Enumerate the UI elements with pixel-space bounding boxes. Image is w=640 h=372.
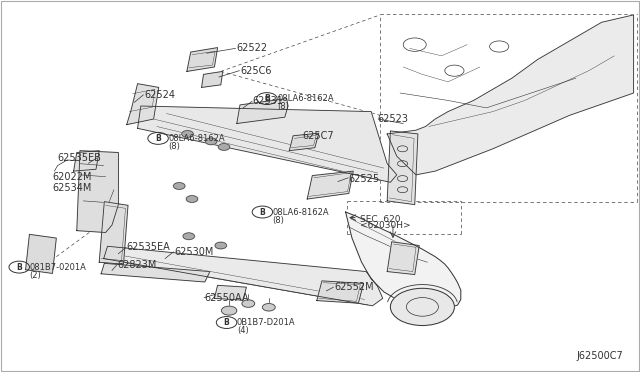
Polygon shape [77,151,118,232]
Polygon shape [99,202,128,264]
Text: 081B7-0201A: 081B7-0201A [29,263,86,272]
Text: 62550AA: 62550AA [205,293,250,302]
Text: 625C7: 625C7 [302,131,333,141]
Polygon shape [202,71,223,87]
Text: 625C6: 625C6 [240,66,271,76]
Circle shape [221,306,237,315]
Text: <62030H>: <62030H> [360,221,411,230]
Text: J62500C7: J62500C7 [576,352,623,361]
Text: B: B [264,94,269,103]
Polygon shape [346,212,461,310]
Circle shape [262,304,275,311]
Text: 62522: 62522 [237,44,268,53]
Text: (8): (8) [277,102,289,111]
Text: 62535EA: 62535EA [127,243,170,252]
Text: SEC. 620: SEC. 620 [360,215,401,224]
Text: (8): (8) [168,142,180,151]
Polygon shape [317,281,364,303]
Polygon shape [387,15,634,175]
Text: 62524: 62524 [144,90,175,100]
Text: 62535EB: 62535EB [58,153,102,163]
Polygon shape [127,84,159,125]
Text: B: B [156,134,161,143]
Polygon shape [307,171,353,199]
Text: (2): (2) [29,271,41,280]
Text: B: B [17,263,22,272]
Circle shape [218,144,230,150]
Polygon shape [74,151,99,171]
Circle shape [205,138,217,145]
Text: 62534M: 62534M [52,183,92,193]
Text: (4): (4) [237,326,248,335]
Text: 62531: 62531 [253,96,284,106]
Text: 08LA6-8162A: 08LA6-8162A [168,134,225,143]
Text: 62022M: 62022M [52,172,92,182]
Circle shape [390,288,454,326]
Polygon shape [26,234,56,273]
Polygon shape [214,285,246,300]
Text: 62523: 62523 [378,114,408,124]
Circle shape [242,300,255,307]
Text: 08LA6-8162A: 08LA6-8162A [277,94,333,103]
Text: (8): (8) [273,216,285,225]
Polygon shape [387,242,419,275]
Text: 62530M: 62530M [174,247,214,257]
Polygon shape [237,99,288,124]
Polygon shape [289,133,319,151]
Text: 08LA6-8162A: 08LA6-8162A [273,208,329,217]
Circle shape [186,196,198,202]
Circle shape [215,242,227,249]
Text: B: B [224,318,229,327]
Polygon shape [138,106,397,182]
Polygon shape [101,263,210,282]
Circle shape [182,131,193,137]
Polygon shape [104,246,383,306]
Text: 0B1B7-D201A: 0B1B7-D201A [237,318,296,327]
Circle shape [183,233,195,240]
Polygon shape [187,48,218,71]
Text: 62552M: 62552M [334,282,374,292]
Text: 62823M: 62823M [117,260,157,270]
Circle shape [173,183,185,189]
Text: 62525: 62525 [349,174,380,183]
Polygon shape [387,131,418,205]
Text: B: B [260,208,265,217]
